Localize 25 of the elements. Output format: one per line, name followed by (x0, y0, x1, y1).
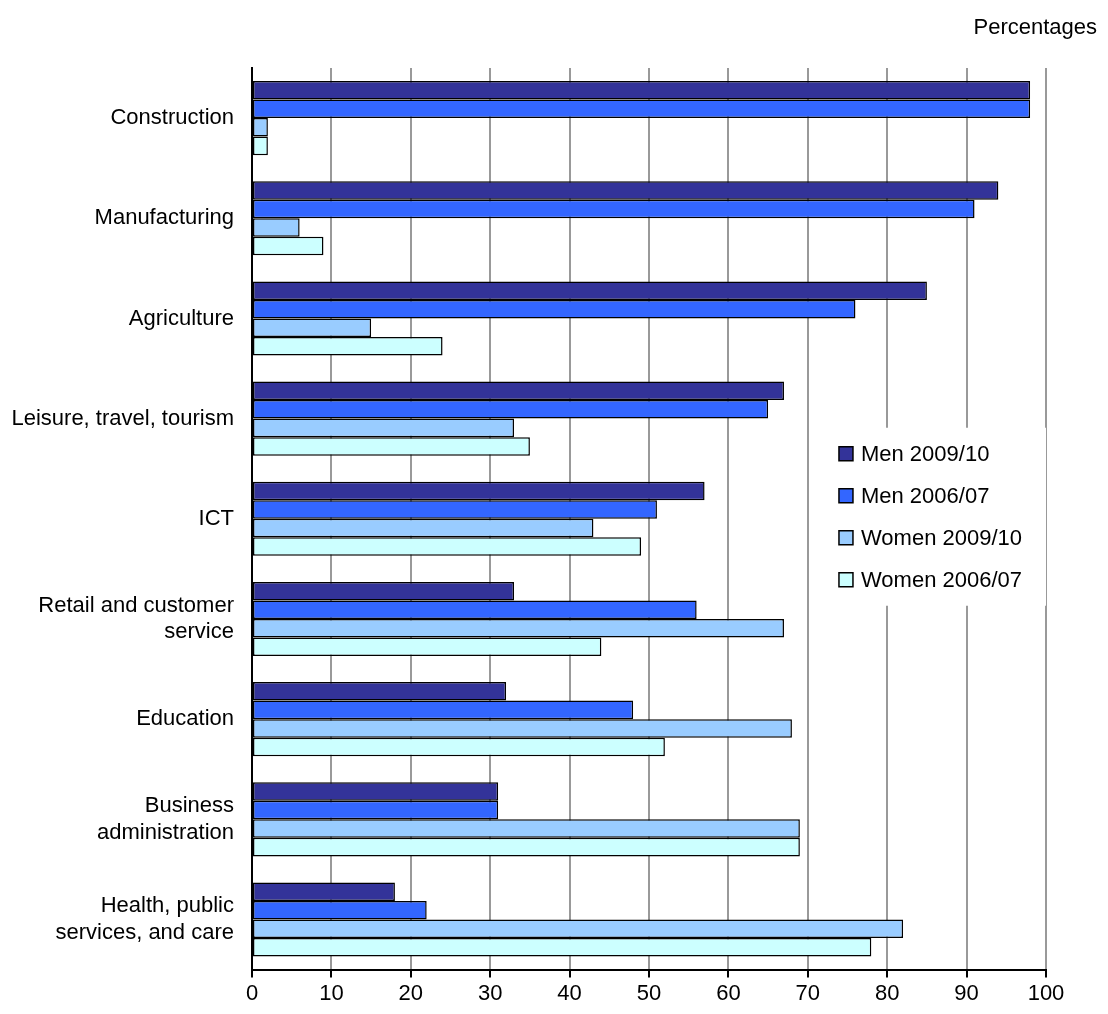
y-tick-label: Business administration (97, 792, 234, 844)
x-tick-label: 80 (874, 979, 900, 1005)
y-tick-label: Agriculture (128, 304, 234, 330)
x-tick-label: 100 (1027, 979, 1065, 1005)
y-tick-label: Retail and customer service (38, 591, 234, 644)
x-tick-label: 60 (716, 979, 741, 1005)
legend-label: Women 2009/10 (860, 524, 1023, 550)
x-tick-label: 40 (557, 979, 582, 1005)
x-axis-title: Percentages (973, 14, 1097, 40)
x-tick-label: 20 (398, 979, 424, 1005)
legend-label: Men 2009/10 (860, 440, 990, 466)
legend-label: Women 2006/07 (860, 566, 1023, 592)
y-tick-label: ICT (198, 504, 234, 530)
x-tick-label: 50 (636, 979, 662, 1005)
y-tick-label: Education (136, 705, 234, 731)
y-tick-label: Leisure, travel, tourism (11, 404, 234, 430)
x-tick-label: 0 (245, 979, 259, 1005)
y-tick-label: Health, public services, and care (55, 892, 234, 944)
legend-label: Men 2006/07 (860, 482, 990, 508)
y-tick-label: Manufacturing (94, 204, 234, 230)
x-tick-label: 90 (954, 979, 979, 1005)
y-tick-label: Construction (110, 104, 234, 130)
x-tick-label: 70 (795, 979, 821, 1005)
x-tick-label: 30 (477, 979, 503, 1005)
x-tick-label: 10 (319, 979, 344, 1005)
